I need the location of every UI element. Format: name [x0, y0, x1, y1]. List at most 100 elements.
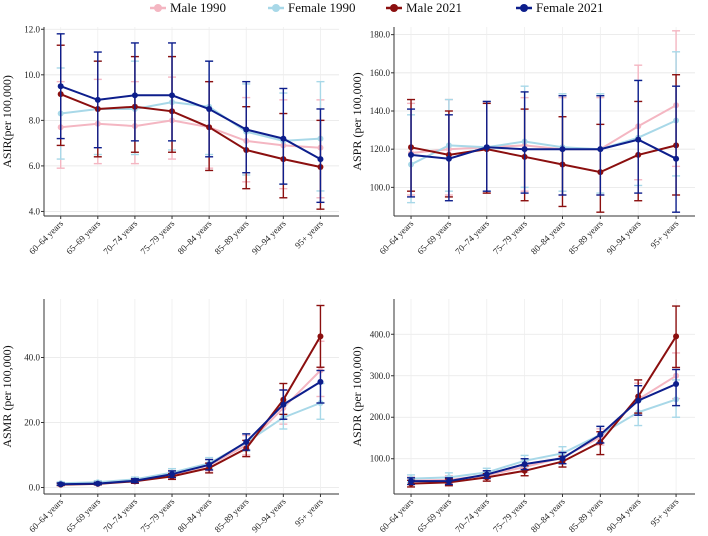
data-point [169, 92, 176, 99]
y-axis-label: ASDR (per 100,000) [350, 346, 364, 446]
y-tick-label: 100.0 [370, 454, 391, 464]
x-tick-label: 90–94 years [250, 218, 288, 256]
data-point [280, 135, 287, 142]
legend: Male 1990 Female 1990 Male 2021 Female 2021 [150, 0, 604, 15]
data-point [94, 96, 101, 103]
x-tick-label: 75–79 years [491, 496, 529, 534]
chart-panel: 4.06.08.010.012.060–64 years 65–69 years 7… [0, 24, 339, 256]
x-tick-label: 60–64 years [27, 496, 65, 534]
data-point [673, 333, 680, 340]
y-tick-label: 160.0 [370, 68, 391, 78]
series-line [410, 119, 677, 166]
series-line [410, 138, 677, 160]
data-point [559, 455, 566, 462]
data-point [445, 478, 452, 485]
y-tick-label: 40.0 [24, 353, 40, 363]
series-female-2021 [407, 368, 681, 486]
y-tick-label: 8.0 [29, 115, 41, 125]
data-point [483, 471, 490, 478]
x-tick-label: 75–79 years [138, 218, 176, 256]
series-line [410, 335, 677, 485]
data-point [597, 431, 604, 438]
data-point [317, 333, 324, 340]
data-point [597, 146, 604, 153]
y-tick-label: 140.0 [370, 106, 391, 116]
x-tick-label: 95+ years [648, 496, 680, 528]
data-point [206, 461, 213, 468]
data-point [445, 155, 452, 162]
data-point [131, 477, 138, 484]
series-female-2021 [56, 33, 325, 204]
y-tick-label: 4.0 [29, 206, 41, 216]
x-tick-label: 85–89 years [567, 218, 605, 256]
data-point [317, 156, 324, 163]
legend-item: Male 1990 [150, 0, 226, 15]
y-tick-label: 0.0 [29, 483, 41, 493]
series-line [60, 369, 322, 485]
y-axis-label: ASIR(per 100,000) [0, 75, 14, 168]
data-point [673, 381, 680, 388]
series-male-2021 [56, 304, 325, 488]
x-tick-label: 85–89 years [213, 496, 251, 534]
legend-label: Female 1990 [288, 0, 356, 15]
series-line [410, 374, 677, 482]
data-point [131, 92, 138, 99]
x-tick-label: 65–69 years [415, 218, 453, 256]
data-point [243, 126, 250, 133]
series-male-1990 [407, 352, 681, 486]
y-tick-label: 180.0 [370, 30, 391, 40]
series-line [60, 93, 321, 168]
series-line [411, 383, 677, 483]
series-male-1990 [407, 30, 681, 196]
series-line [60, 381, 321, 486]
series-line [410, 104, 677, 154]
x-tick-label: 70–74 years [453, 218, 491, 256]
x-tick-label: 70–74 years [101, 496, 139, 534]
data-point [317, 378, 324, 385]
legend-label: Male 1990 [170, 0, 226, 15]
x-tick-label: 80–84 years [529, 218, 567, 256]
y-tick-label: 200.0 [370, 412, 391, 422]
legend-swatch-dot [520, 4, 528, 12]
x-tick-label: 80–84 years [176, 496, 214, 534]
legend-label: Male 2021 [406, 0, 462, 15]
y-tick-label: 20.0 [24, 418, 40, 428]
y-tick-label: 6.0 [29, 161, 41, 171]
x-tick-label: 80–84 years [176, 218, 214, 256]
legend-swatch-dot [390, 4, 398, 12]
data-point [673, 155, 680, 162]
data-point [57, 83, 64, 90]
y-tick-label: 12.0 [24, 24, 40, 34]
data-point [559, 146, 566, 153]
x-tick-label: 90–94 years [250, 496, 288, 534]
chart-panel: 100.0 200.0 300.0 400.0 60–64 years 65–69 yea… [350, 299, 695, 534]
legend-swatch-dot [154, 4, 162, 12]
x-tick-label: 90–94 years [605, 496, 643, 534]
x-tick-label: 95+ years [293, 218, 325, 250]
x-tick-label: 60–64 years [377, 496, 415, 534]
legend-item: Female 1990 [268, 0, 356, 15]
x-tick-label: 80–84 years [529, 496, 567, 534]
data-point [206, 105, 213, 112]
data-point [635, 397, 642, 404]
data-point [57, 481, 64, 488]
x-tick-label: 60–64 years [377, 218, 415, 256]
legend-label: Female 2021 [536, 0, 604, 15]
legend-item: Female 2021 [516, 0, 604, 15]
series-line [410, 398, 677, 480]
data-point [243, 439, 250, 445]
data-point [169, 471, 176, 478]
series-male-2021 [407, 305, 681, 488]
y-tick-label: 100.0 [370, 182, 391, 192]
series-line [410, 144, 677, 174]
series-line [60, 85, 321, 160]
x-tick-label: 65–69 years [64, 218, 102, 256]
data-point [408, 151, 415, 158]
x-tick-label: 95+ years [293, 496, 325, 528]
x-tick-label: 95+ years [648, 218, 680, 250]
y-tick-label: 120.0 [370, 144, 391, 154]
series-female-2021 [407, 79, 681, 213]
chart-panel: 0.0 20.0 40.0 60–64 years 65–69 years 70–74 y… [0, 299, 339, 534]
series-line [60, 119, 321, 149]
